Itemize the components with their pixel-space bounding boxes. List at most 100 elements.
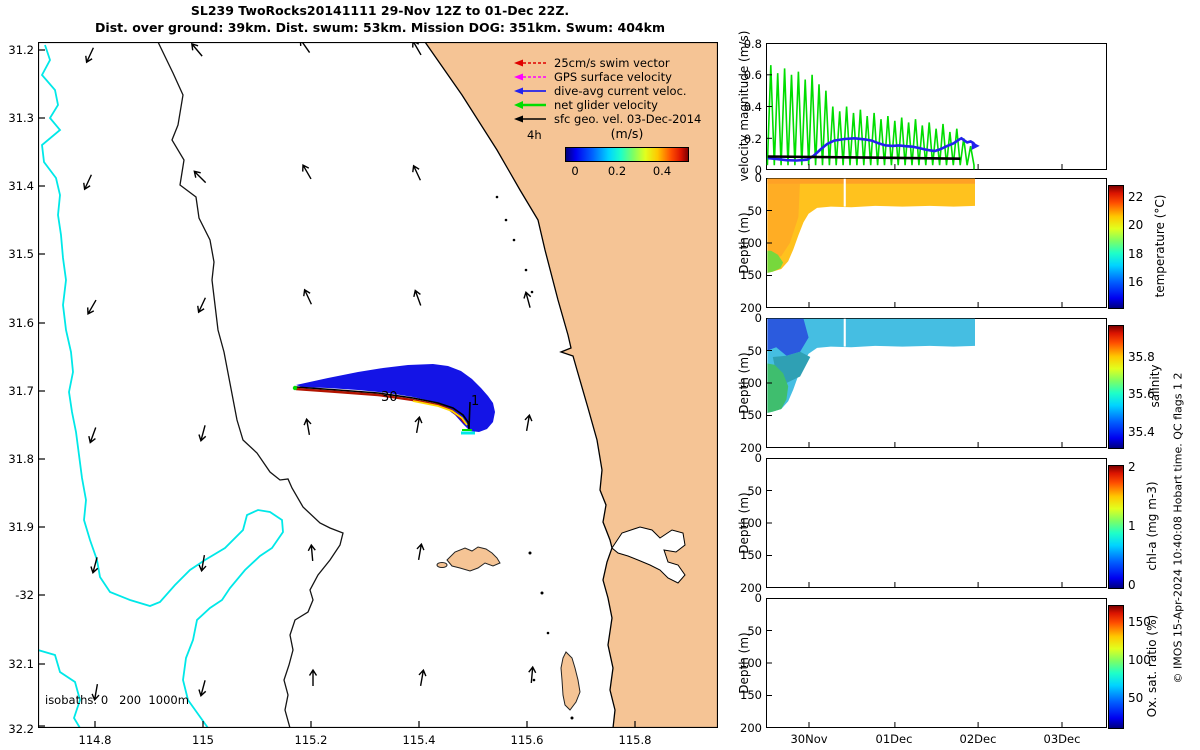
- legend-label: GPS surface velocity: [554, 70, 672, 84]
- legend-cb-tick: 0.4: [652, 164, 672, 178]
- legend-item: dive-avg current veloc.: [512, 84, 687, 98]
- velocity-ylabel: velocity magnitude (m/s): [737, 30, 751, 182]
- map-axis-ticks: [38, 49, 636, 728]
- map-ytick: 31.6: [8, 316, 34, 330]
- map-xtick: 115.8: [618, 733, 652, 747]
- salinity-section-shape: [767, 318, 809, 356]
- isobath-1000m-branch: [38, 649, 81, 728]
- island-rottnest: [446, 546, 501, 572]
- day-label: 02Dec: [959, 732, 997, 746]
- map-ytick: 31.4: [8, 179, 34, 193]
- track-date-label-30: 30: [381, 390, 398, 405]
- cb-tick: 100: [1128, 653, 1151, 667]
- depth-ytick: 150: [740, 408, 762, 422]
- chl-colorbar-title: chl-a (mg m-3): [1145, 481, 1159, 571]
- map-panel: 30 1: [38, 42, 718, 728]
- legend-label: dive-avg current veloc.: [554, 84, 687, 98]
- map-xtick: 115.6: [510, 733, 544, 747]
- cb-tick: 16: [1128, 275, 1144, 289]
- vel-ytick: 0: [754, 163, 762, 177]
- cb-tick: 150: [1128, 615, 1151, 629]
- oxygen-colorbar-title: Ox. sat. ratio (%): [1145, 614, 1159, 718]
- legend-colorbar-title: (m/s): [610, 126, 644, 141]
- depth-ylabel: Depth (m): [737, 492, 751, 554]
- depth-ytick: 0: [754, 591, 762, 605]
- velocity-series: [767, 155, 961, 160]
- islet-west: [436, 562, 448, 568]
- swim-track-yellow: [412, 400, 468, 426]
- chl-colorbar: [1108, 465, 1124, 589]
- depth-ytick: 0: [754, 171, 762, 185]
- depth-ytick: 150: [740, 688, 762, 702]
- legend-label: 25cm/s swim vector: [554, 56, 670, 70]
- velocity-panel: [766, 43, 1107, 170]
- legend-window-label: 4h: [527, 128, 542, 142]
- map-xtick: 114.8: [78, 733, 112, 747]
- legend-item: GPS surface velocity: [512, 70, 672, 84]
- cb-tick: 20: [1128, 218, 1144, 232]
- salinity-section-shape: [767, 318, 975, 413]
- track-date-label-1: 1: [471, 394, 479, 409]
- temperature-colorbar-title: temperature (°C): [1153, 194, 1167, 298]
- dive-avg-arrow-icon: [514, 87, 546, 95]
- depth-ytick: 200: [740, 441, 762, 455]
- temperature-colorbar: [1108, 185, 1124, 309]
- map-ytick: 32.1: [8, 657, 34, 671]
- depth-ylabel: Depth (m): [737, 352, 751, 414]
- cb-tick: 50: [1128, 691, 1144, 705]
- cb-tick: 2: [1128, 460, 1136, 474]
- page-title: SL239 TwoRocks20141111 29-Nov 12Z to 01-…: [190, 3, 570, 18]
- series-end-arrow-icon: [971, 141, 980, 150]
- map-ytick: 31.9: [8, 520, 34, 534]
- cb-tick: 35.4: [1128, 425, 1155, 439]
- sfc-geo-arrow-icon: [514, 115, 546, 123]
- map-ytick: 31.2: [8, 43, 34, 57]
- temperature-section-shape: [767, 178, 975, 184]
- cb-tick: 0: [1128, 578, 1136, 592]
- estuary: [611, 526, 686, 584]
- chl-panel: [766, 458, 1107, 588]
- map-xtick: 115.2: [294, 733, 328, 747]
- velocity-series: [767, 136, 977, 162]
- legend-label: sfc geo. vel. 03-Dec-2014: [554, 112, 702, 126]
- gps-velocity-arrow-icon: [514, 73, 546, 81]
- page-subtitle: Dist. over ground: 39km. Dist. swum: 53k…: [95, 20, 665, 35]
- map-ytick: 32.2: [8, 722, 34, 736]
- islet-dots: [495, 195, 574, 720]
- map-xtick: 115.4: [402, 733, 436, 747]
- cb-tick: 35.8: [1128, 350, 1155, 364]
- day-label: 30Nov: [790, 732, 828, 746]
- vel-ytick: 0.8: [743, 37, 762, 51]
- depth-ytick: 150: [740, 548, 762, 562]
- isobaths-note: isobaths: 0 200 1000m: [45, 693, 189, 707]
- day-label: 03Dec: [1043, 732, 1081, 746]
- salinity-panel: [766, 318, 1107, 448]
- salinity-colorbar: [1108, 325, 1124, 449]
- temperature-panel: [766, 178, 1107, 308]
- cb-tick: 35.6: [1128, 387, 1155, 401]
- vel-ytick: 0.4: [743, 100, 762, 114]
- net-glider-arrow-icon: [514, 101, 546, 109]
- legend-item: 25cm/s swim vector: [512, 56, 670, 70]
- depth-ytick: 200: [740, 301, 762, 315]
- temperature-section-shape: [767, 178, 801, 260]
- isobath-200m: [157, 42, 344, 728]
- cb-tick: 18: [1128, 247, 1144, 261]
- depth-ytick: 100: [740, 236, 762, 250]
- map-ytick: 31.3: [8, 111, 34, 125]
- legend-cb-tick: 0: [571, 164, 579, 178]
- vel-ytick: 0.2: [743, 132, 762, 146]
- map-xtick: 115: [192, 733, 214, 747]
- velocity-series: [766, 65, 975, 170]
- glider-track-black: [295, 386, 471, 430]
- depth-ytick: 100: [740, 656, 762, 670]
- legend-colorbar: [565, 147, 689, 162]
- temperature-section-shape: [843, 178, 846, 207]
- depth-ytick: 200: [740, 721, 762, 735]
- depth-ylabel: Depth (m): [737, 212, 751, 274]
- legend-item: sfc geo. vel. 03-Dec-2014: [512, 112, 701, 126]
- depth-ytick: 50: [747, 344, 762, 358]
- depth-ytick: 100: [740, 376, 762, 390]
- imos-annotation: © IMOS 15-Apr-2024 10:40:08 Hobart time.…: [1171, 372, 1185, 684]
- day-label: 01Dec: [875, 732, 913, 746]
